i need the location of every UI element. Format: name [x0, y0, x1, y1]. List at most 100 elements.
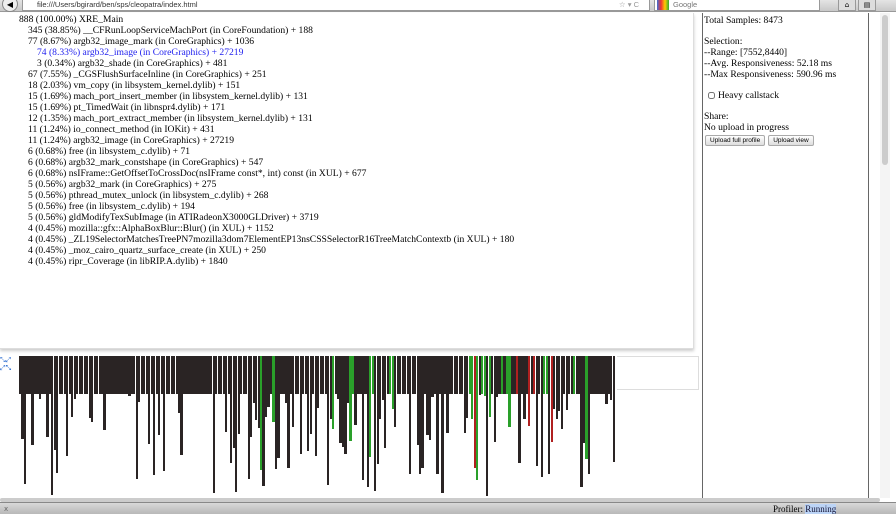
histogram-bar[interactable]	[555, 356, 558, 419]
histogram-bar[interactable]	[558, 356, 561, 412]
histogram-bar[interactable]	[535, 356, 538, 466]
histogram-bar[interactable]	[269, 356, 273, 394]
histogram-bar[interactable]	[453, 356, 456, 394]
histogram-bar[interactable]	[91, 356, 94, 422]
histogram-bar[interactable]	[423, 356, 427, 394]
histogram-bar[interactable]	[414, 356, 417, 394]
histogram-bar[interactable]	[570, 356, 573, 394]
histogram-bar[interactable]	[553, 356, 556, 410]
histogram-bar[interactable]	[597, 356, 601, 394]
histogram-bar[interactable]	[180, 356, 183, 456]
histogram-bar[interactable]	[143, 356, 146, 394]
histogram-bar[interactable]	[98, 356, 101, 394]
histogram-bar[interactable]	[361, 356, 365, 480]
histogram-bar[interactable]	[51, 356, 54, 495]
tree-row[interactable]: 74 (8.33%) argb32_image (in CoreGraphics…	[37, 47, 244, 58]
histogram-bar[interactable]	[399, 356, 402, 394]
histogram-bar[interactable]	[515, 356, 519, 394]
histogram-bar[interactable]	[483, 356, 486, 396]
histogram-bar[interactable]	[255, 356, 258, 420]
histogram-bar[interactable]	[71, 356, 74, 417]
upload-full-profile-button[interactable]: Upload full profile	[705, 135, 766, 146]
histogram-bar[interactable]	[41, 356, 44, 394]
histogram-bar[interactable]	[274, 356, 278, 469]
tree-row[interactable]: 15 (1.69%) pt_TimedWait (in libnspr4.dyl…	[28, 102, 226, 113]
histogram-bar[interactable]	[155, 356, 158, 395]
histogram-bar[interactable]	[518, 356, 521, 463]
histogram-bar[interactable]	[359, 356, 362, 394]
histogram-bar[interactable]	[113, 356, 116, 394]
histogram-bar[interactable]	[83, 356, 86, 394]
tree-row[interactable]: 5 (0.56%) argb32_mark (in CoreGraphics) …	[28, 179, 217, 190]
histogram-bar[interactable]	[488, 356, 491, 418]
histogram-bar[interactable]	[466, 356, 469, 419]
histogram-bar[interactable]	[389, 356, 392, 394]
tree-row[interactable]: 888 (100.00%) XRE_Main	[19, 14, 124, 25]
histogram-bar[interactable]	[250, 356, 253, 437]
histogram-bar[interactable]	[391, 356, 394, 409]
histogram-bar[interactable]	[190, 356, 193, 394]
histogram-bar[interactable]	[272, 356, 275, 423]
histogram-bar[interactable]	[369, 356, 372, 457]
histogram-bar[interactable]	[523, 356, 526, 420]
tree-row[interactable]: 6 (0.68%) free (in libsystem_c.dylib) + …	[28, 146, 191, 157]
histogram-bar[interactable]	[438, 356, 442, 394]
histogram-bar[interactable]	[262, 356, 265, 486]
tree-row[interactable]: 77 (8.67%) argb32_image_mark (in CoreGra…	[28, 36, 255, 47]
histogram-bar[interactable]	[461, 356, 464, 394]
histogram-bar[interactable]	[120, 356, 124, 394]
histogram-bar[interactable]	[456, 356, 459, 394]
histogram-bar[interactable]	[140, 356, 143, 394]
histogram-bar[interactable]	[63, 356, 66, 394]
histogram-bar[interactable]	[217, 356, 220, 394]
histogram-bar[interactable]	[46, 356, 49, 437]
histogram-bar[interactable]	[175, 356, 178, 394]
histogram-bar[interactable]	[257, 356, 260, 428]
histogram-bar[interactable]	[443, 356, 447, 394]
histogram-bar[interactable]	[592, 356, 596, 394]
histogram-bar[interactable]	[242, 356, 245, 394]
tree-row[interactable]: 18 (2.03%) vm_copy (in libsystem_kernel.…	[28, 80, 241, 91]
histogram-bar[interactable]	[145, 356, 148, 394]
histogram-bar[interactable]	[433, 356, 437, 394]
tree-row[interactable]: 15 (1.69%) mach_port_insert_member (in l…	[28, 91, 308, 102]
tree-row[interactable]: 5 (0.56%) pthread_mutex_unlock (in libsy…	[28, 190, 269, 201]
histogram-bar[interactable]	[366, 356, 369, 488]
histogram-bar[interactable]	[160, 356, 163, 394]
histogram-bar[interactable]	[409, 356, 412, 474]
histogram-bar[interactable]	[324, 356, 327, 394]
histogram-bar[interactable]	[610, 356, 613, 400]
histogram-bar[interactable]	[68, 356, 71, 394]
histogram-bar[interactable]	[195, 356, 198, 394]
histogram-bar[interactable]	[451, 356, 454, 394]
histogram-bar[interactable]	[607, 356, 610, 394]
vertical-scrollbar[interactable]	[880, 13, 890, 498]
histogram-bar[interactable]	[230, 356, 233, 464]
histogram-bar[interactable]	[384, 356, 387, 449]
histogram-bar[interactable]	[317, 356, 320, 409]
sample-histogram[interactable]	[19, 356, 617, 496]
histogram-bar[interactable]	[264, 356, 268, 417]
histogram-bar[interactable]	[401, 356, 404, 394]
histogram-bar[interactable]	[202, 356, 206, 394]
histogram-bar[interactable]	[48, 356, 51, 394]
histogram-bar[interactable]	[247, 356, 250, 479]
tree-row[interactable]: 4 (0.45%) mozilla::gfx::AlphaBoxBlur::Bl…	[28, 223, 274, 234]
histogram-bar[interactable]	[386, 356, 389, 394]
histogram-bar[interactable]	[36, 356, 39, 394]
scrollbar-thumb[interactable]	[882, 15, 888, 165]
histogram-bar[interactable]	[292, 356, 295, 427]
histogram-bar[interactable]	[284, 356, 288, 403]
histogram-bar[interactable]	[178, 356, 181, 413]
horizontal-scrollbar[interactable]	[0, 498, 880, 502]
histogram-bar[interactable]	[43, 356, 47, 394]
histogram-bar[interactable]	[436, 356, 439, 475]
menu-button[interactable]: ▤	[858, 0, 876, 11]
histogram-bar[interactable]	[337, 356, 340, 400]
histogram-bar[interactable]	[528, 356, 531, 427]
histogram-bar[interactable]	[396, 356, 399, 394]
histogram-bar[interactable]	[530, 356, 533, 394]
histogram-bar[interactable]	[587, 356, 591, 475]
histogram-bar[interactable]	[458, 356, 461, 394]
home-button[interactable]: ⌂	[838, 0, 856, 11]
